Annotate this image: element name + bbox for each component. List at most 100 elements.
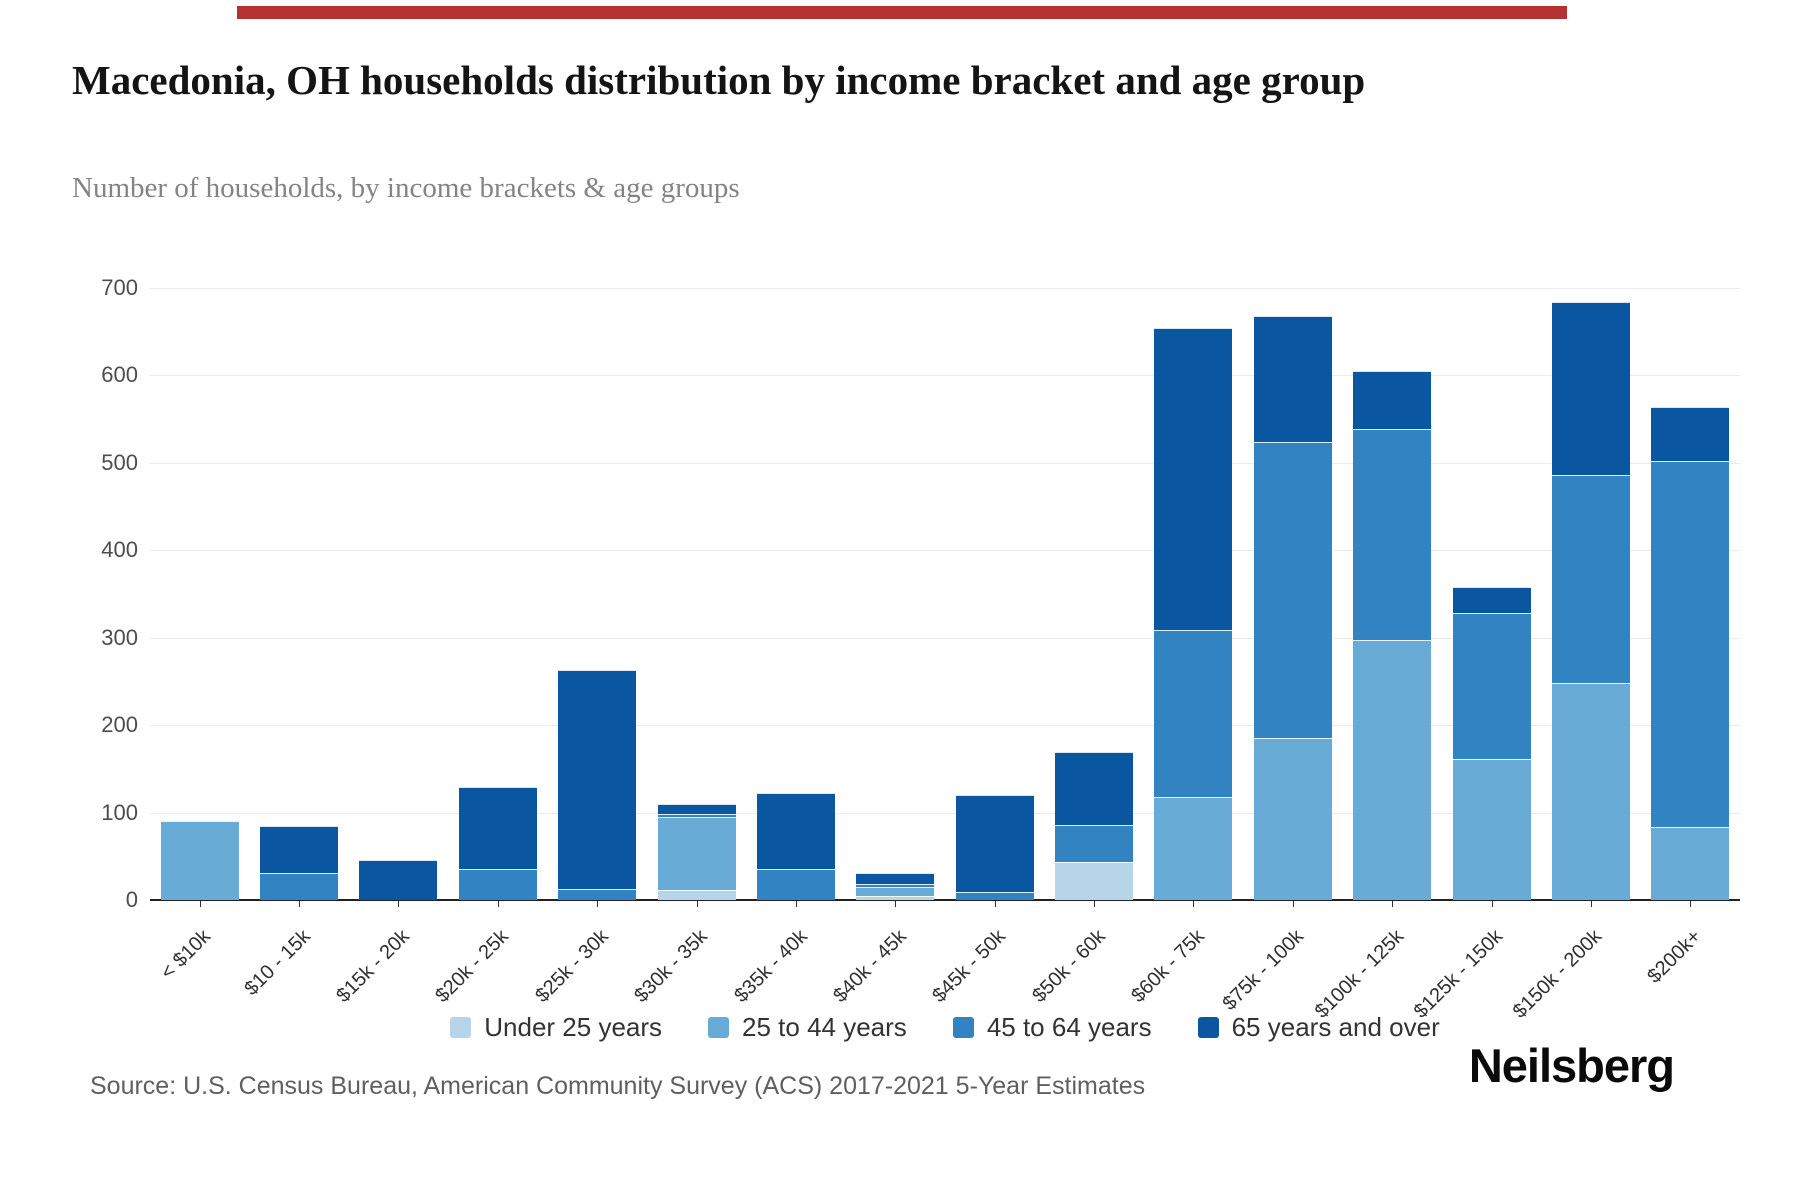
bar-segment[interactable] (657, 814, 736, 817)
x-axis-tick (696, 901, 698, 907)
bar-segment[interactable] (657, 804, 736, 814)
bar--20k-25k (458, 288, 537, 900)
x-tick-label: $25k - 30k (531, 925, 613, 1007)
y-tick-label: 200 (101, 712, 138, 738)
bar-segment[interactable] (1154, 797, 1233, 900)
bar-segment[interactable] (260, 826, 339, 873)
bar-segment[interactable] (1651, 407, 1730, 461)
x-axis-tick (398, 901, 400, 907)
bar-segment[interactable] (1452, 759, 1531, 900)
bar-segment[interactable] (1651, 461, 1730, 827)
bar-segment[interactable] (558, 670, 637, 889)
bar-segment[interactable] (756, 869, 835, 900)
bar-segment[interactable] (359, 860, 438, 900)
x-tick-label: $45k - 50k (928, 925, 1011, 1007)
bar--35k-40k (756, 288, 835, 900)
bar--125k-150k (1452, 288, 1531, 900)
chart-legend: Under 25 years 25 to 44 years 45 to 64 yea… (150, 1012, 1740, 1043)
bar--30k-35k (657, 288, 736, 900)
bar--50k-60k (1055, 288, 1134, 900)
gridline (150, 288, 1740, 289)
x-axis-tick (299, 901, 301, 907)
bar-segment[interactable] (1253, 316, 1332, 442)
bar-segment[interactable] (1253, 738, 1332, 900)
bar-segment[interactable] (657, 817, 736, 890)
gridline (150, 462, 1740, 464)
bar-segment[interactable] (1353, 371, 1432, 429)
x-tick-label: $50k - 60k (1027, 925, 1110, 1007)
x-axis-tick (895, 901, 897, 907)
chart-subtitle: Number of households, by income brackets… (72, 172, 740, 204)
x-tick-label: $40k - 45k (829, 925, 911, 1007)
bar-segment[interactable] (558, 889, 637, 900)
bar--10-15k (260, 288, 339, 900)
source-note: Source: U.S. Census Bureau, American Com… (90, 1072, 1146, 1100)
x-axis-tick (1292, 901, 1294, 907)
bar-segment[interactable] (856, 887, 935, 896)
x-tick-label: $200k+ (1643, 925, 1706, 988)
legend-item-under-25-years[interactable]: Under 25 years (450, 1012, 662, 1043)
legend-swatch-icon (1197, 1017, 1219, 1038)
bar-segment[interactable] (1551, 302, 1630, 475)
bar-segment[interactable] (1353, 429, 1432, 640)
bar-segment[interactable] (657, 890, 736, 900)
bar-segment[interactable] (1651, 827, 1730, 900)
y-tick-label: 500 (101, 449, 138, 475)
bar-segment[interactable] (856, 884, 935, 887)
x-tick-label: $35k - 40k (729, 925, 812, 1007)
bar--10k (160, 288, 239, 900)
gridline (150, 637, 1740, 639)
bar-segment[interactable] (1154, 328, 1233, 630)
bar-segment[interactable] (160, 821, 239, 900)
brand-logo: Neilsberg (1468, 1039, 1675, 1092)
x-axis-tick (1590, 901, 1592, 907)
y-tick-label: 600 (101, 362, 138, 388)
bar-segment[interactable] (1353, 640, 1432, 900)
bar-segment[interactable] (1551, 683, 1630, 900)
bar-segment[interactable] (1154, 630, 1233, 797)
bar-segment[interactable] (856, 896, 935, 900)
bar-segment[interactable] (1452, 587, 1531, 613)
legend-item-65-years-and-over[interactable]: 65 years and over (1197, 1012, 1440, 1043)
legend-swatch-icon (952, 1017, 974, 1038)
x-axis-tick (1491, 901, 1493, 907)
gridline (150, 812, 1740, 814)
bar-segment[interactable] (458, 787, 537, 869)
gridline (150, 550, 1740, 552)
bar-segment[interactable] (955, 892, 1034, 900)
x-axis-tick (1193, 901, 1195, 907)
bar-segment[interactable] (1055, 862, 1134, 900)
x-tick-label: $60k - 75k (1127, 925, 1209, 1007)
bar-segment[interactable] (856, 873, 935, 884)
x-tick-label: $15k - 20k (332, 925, 414, 1007)
legend-item-45-to-64-years[interactable]: 45 to 64 years (952, 1012, 1152, 1043)
chart-title: Macedonia, OH households distribution by… (72, 57, 1366, 103)
bar--75k-100k (1253, 288, 1332, 900)
bar--15k-20k (359, 288, 438, 900)
legend-item-25-to-44-years[interactable]: 25 to 44 years (708, 1012, 907, 1043)
bar-segment[interactable] (458, 869, 537, 900)
bar-segment[interactable] (1452, 613, 1531, 759)
x-tick-label: < $10k (156, 925, 216, 984)
bar-segment[interactable] (260, 873, 339, 900)
x-tick-label: $100k - 125k (1310, 925, 1408, 1023)
bar-segment[interactable] (955, 795, 1034, 892)
gridline (150, 725, 1740, 727)
bar-segment[interactable] (1055, 752, 1134, 825)
x-axis-tick (1094, 901, 1096, 907)
y-tick-label: 700 (101, 275, 138, 300)
bar-segment[interactable] (1055, 825, 1134, 862)
bar--200k- (1651, 288, 1730, 900)
bar--60k-75k (1154, 288, 1233, 900)
y-tick-label: 300 (101, 624, 138, 650)
bar-segment[interactable] (756, 793, 835, 869)
bar-segment[interactable] (1551, 475, 1630, 683)
x-tick-label: $150k - 200k (1509, 925, 1607, 1023)
x-tick-label: $10 - 15k (239, 925, 315, 1000)
x-axis-tick (597, 901, 599, 907)
bar-segment[interactable] (1253, 442, 1332, 738)
x-axis-tick (994, 901, 996, 907)
gridline (150, 375, 1740, 377)
